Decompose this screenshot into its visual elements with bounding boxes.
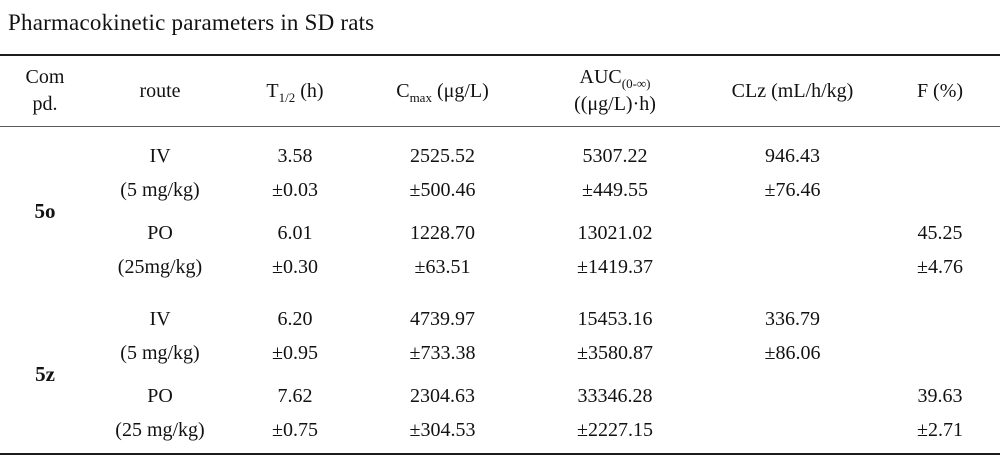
cell-route: IV (5 mg/kg): [120, 308, 200, 364]
cell-auc: 13021.02 ±1419.37: [577, 222, 653, 278]
cell-thalf: 3.58 ±0.03: [272, 145, 318, 201]
cell-auc: 15453.16 ±3580.87: [577, 308, 653, 364]
cell-cmax: 1228.70 ±63.51: [410, 222, 475, 278]
cell-route: PO (25 mg/kg): [115, 385, 205, 441]
cell-cmax: 2525.52 ±500.46: [409, 145, 476, 201]
cell-cmax: 2304.63 ±304.53: [409, 385, 476, 441]
cell-clz: 946.43 ±76.46: [764, 145, 821, 201]
auc-unit-line: ((μg/L)·h): [574, 93, 656, 115]
thalf-subscript: 1/2: [278, 89, 296, 105]
cell-f: 39.63 ±2.71: [917, 385, 963, 441]
cell-thalf: 6.20 ±0.95: [272, 308, 318, 364]
cell-cmax: 4739.97 ±733.38: [409, 308, 476, 364]
compound-label-5o: 5o: [34, 199, 56, 223]
cell-thalf: 6.01 ±0.30: [272, 222, 318, 278]
table-row-5z-po: PO (25 mg/kg) 7.62 ±0.75 2304.63 ±304.53…: [0, 376, 1000, 454]
cell-f: [880, 290, 1000, 376]
cell-thalf: 7.62 ±0.75: [272, 385, 318, 441]
cell-clz: [705, 213, 880, 290]
cell-clz: [705, 376, 880, 454]
cell-f: 45.25 ±4.76: [917, 222, 963, 278]
cell-route: PO (25mg/kg): [117, 222, 203, 278]
cmax-subscript: max: [409, 89, 432, 105]
cell-route: IV (5 mg/kg): [120, 145, 200, 201]
cell-clz: 336.79 ±86.06: [764, 308, 821, 364]
col-header-clz: CLz (mL/h/kg): [705, 55, 880, 127]
table-row-5o-iv: 5o IV (5 mg/kg) 3.58 ±0.03 2525.52 ±500.…: [0, 127, 1000, 223]
pharmacokinetic-table: Com pd. route T1/2 (h) Cmax (μg/L) AUC(0…: [0, 54, 1000, 455]
col-header-f: F (%): [880, 55, 1000, 127]
auc-subscript: (0-∞): [621, 76, 651, 91]
col-header-auc: AUC(0-∞) ((μg/L)·h): [525, 55, 705, 127]
col-header-compound-line1: Com: [25, 66, 65, 88]
col-header-thalf: T1/2 (h): [230, 55, 360, 127]
cell-auc: 5307.22 ±449.55: [582, 145, 648, 201]
table-row-5z-iv: 5z IV (5 mg/kg) 6.20 ±0.95 4739.97 ±733.…: [0, 290, 1000, 386]
cell-f: [880, 127, 1000, 214]
compound-label-5z: 5z: [35, 362, 55, 386]
table-header-row: Com pd. route T1/2 (h) Cmax (μg/L) AUC(0…: [0, 55, 1000, 127]
table-title: Pharmacokinetic parameters in SD rats: [8, 10, 375, 35]
col-header-route: route: [90, 55, 230, 127]
col-header-compound: Com pd.: [0, 55, 90, 127]
col-header-cmax: Cmax (μg/L): [360, 55, 525, 127]
cell-auc: 33346.28 ±2227.15: [577, 385, 653, 441]
col-header-compound-line2: pd.: [32, 93, 58, 115]
table-row-5o-po: PO (25mg/kg) 6.01 ±0.30 1228.70 ±63.51 1…: [0, 213, 1000, 290]
